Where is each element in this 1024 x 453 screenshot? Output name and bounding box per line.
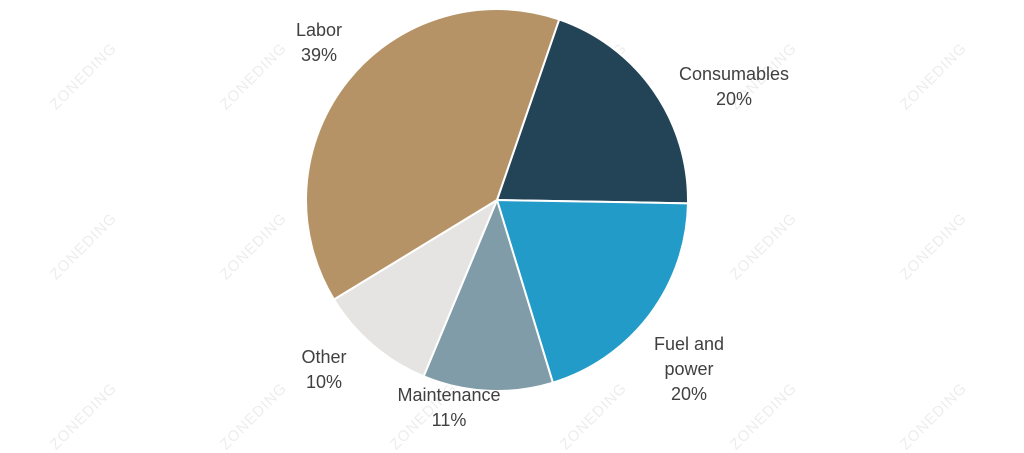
slice-label-consumables: Consumables 20% bbox=[679, 62, 789, 112]
pie-slice-other bbox=[332, 199, 498, 378]
pie-slice-fuel-and-power bbox=[496, 199, 689, 384]
pie-slice-consumables bbox=[496, 18, 689, 205]
slice-label-maintenance: Maintenance 11% bbox=[397, 383, 500, 433]
slice-percent-maintenance: 11% bbox=[431, 410, 467, 430]
slice-name-consumables: Consumables bbox=[678, 64, 790, 84]
slice-percent-labor: 39% bbox=[300, 45, 338, 65]
slice-name-labor: Labor bbox=[295, 20, 343, 40]
slice-name-maintenance: Maintenance bbox=[397, 385, 501, 405]
slice-label-labor: Labor 39% bbox=[296, 18, 342, 68]
slice-label-fuel-and-power: Fuel and power 20% bbox=[642, 332, 737, 407]
slice-label-other: Other 10% bbox=[301, 345, 346, 395]
slice-name-fuel-and-power: Fuel and power bbox=[653, 334, 725, 379]
slice-name-other: Other bbox=[301, 347, 347, 367]
pie-slice-maintenance bbox=[422, 199, 554, 392]
slice-percent-consumables: 20% bbox=[715, 89, 753, 109]
slice-percent-fuel-and-power: 20% bbox=[670, 384, 708, 404]
slice-percent-other: 10% bbox=[305, 372, 343, 392]
pie-slice-labor bbox=[305, 8, 561, 301]
